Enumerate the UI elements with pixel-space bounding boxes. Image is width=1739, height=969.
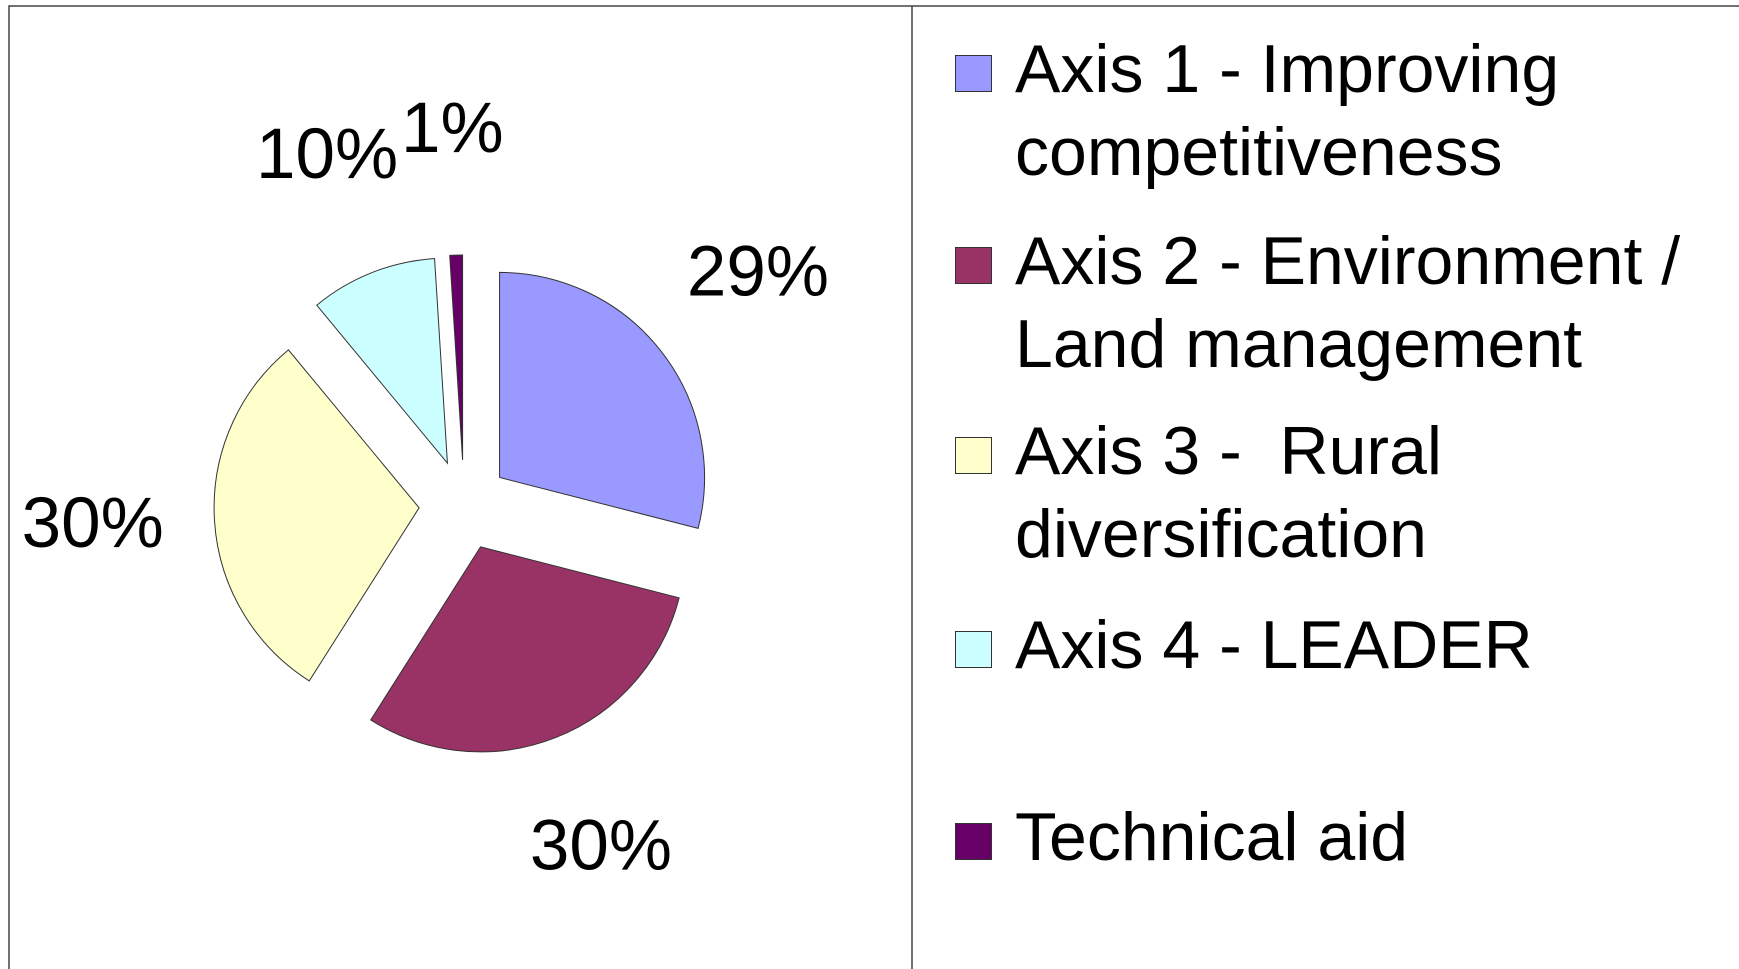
legend: Axis 1 - Improving competitiveness Axis 2… [955,0,1739,969]
legend-label: Technical aid [1015,799,1409,875]
pie-slice [370,546,680,753]
pie-slice [213,349,420,682]
pie-slice [499,271,706,530]
data-label: 10% [256,115,398,194]
legend-swatch [955,247,992,284]
legend-swatch [955,55,992,92]
legend-label: Axis 3 - Rural diversification [1015,413,1461,572]
legend-swatch [955,823,992,860]
legend-label: Axis 2 - Environment / Land management [1015,223,1700,382]
data-label: 30% [530,807,672,886]
legend-label: Axis 4 - LEADER [1015,607,1533,683]
pie-slice [316,258,449,465]
data-label: 1% [401,89,504,168]
data-label: 30% [22,484,164,563]
legend-label: Axis 1 - Improving competitiveness [1015,31,1579,190]
pie: 29% 30% 30% 10% 1% [22,89,829,886]
legend-swatch [955,437,992,474]
legend-swatch [955,631,992,668]
pie-slice [449,254,464,461]
data-label: 29% [687,233,829,312]
chart-border [8,5,1739,969]
